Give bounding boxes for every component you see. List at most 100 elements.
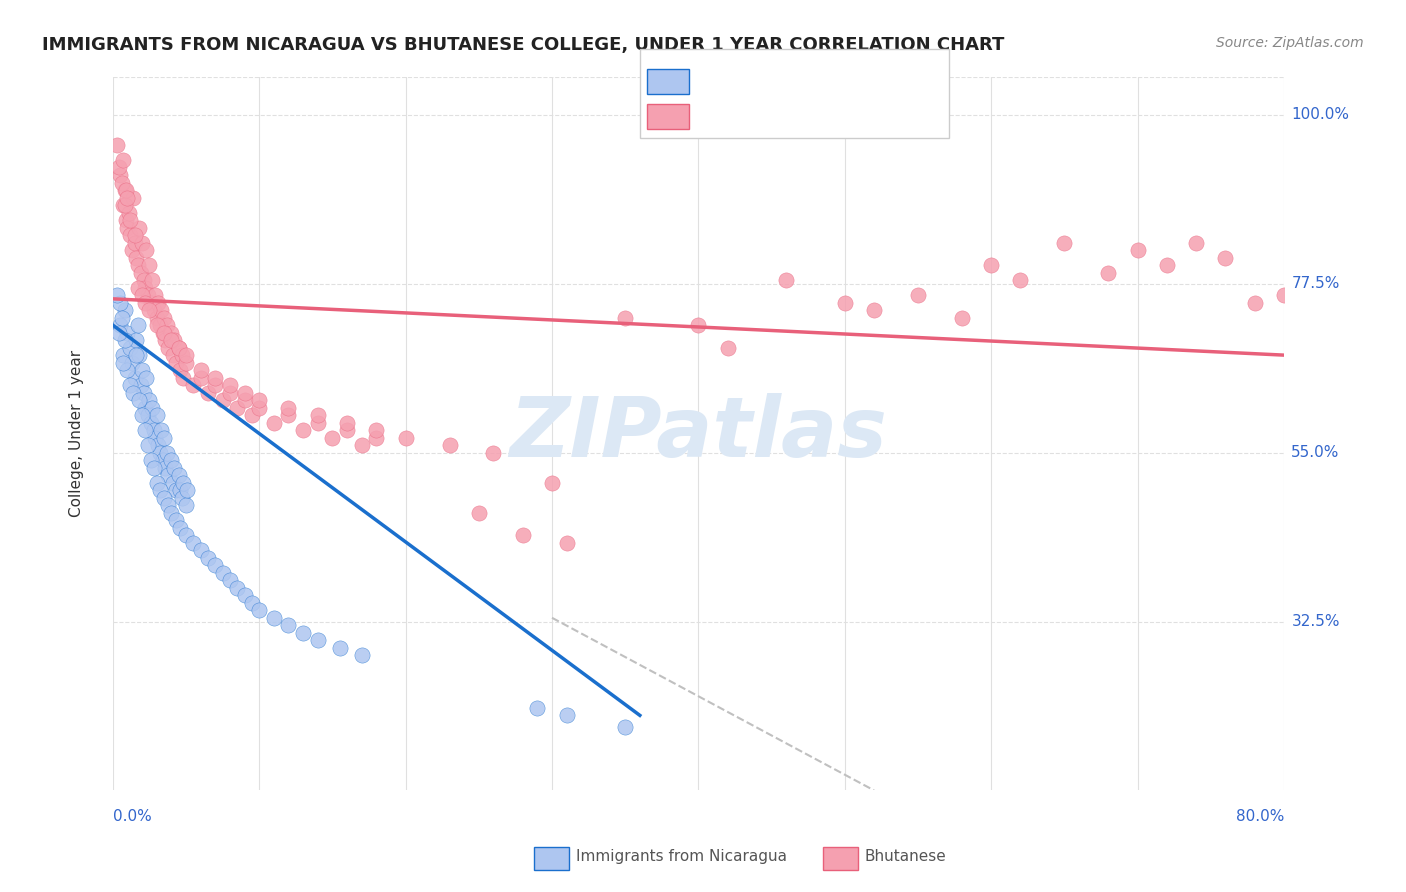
Point (907, 288, 929, 302)
Point (120, 213, 142, 227)
Point (1272, 288, 1295, 302)
Point (277, 408, 299, 422)
Point (136, 288, 159, 302)
Text: College, Under 1 year: College, Under 1 year (69, 351, 84, 517)
Point (120, 378, 142, 392)
Point (149, 318, 172, 332)
Point (775, 273, 797, 287)
Point (128, 393, 150, 408)
Point (950, 310, 973, 325)
Point (468, 506, 491, 520)
Point (139, 295, 162, 310)
Text: R =: R = (696, 105, 733, 123)
Point (115, 183, 138, 197)
Point (105, 138, 128, 153)
Point (157, 341, 180, 355)
Point (142, 423, 165, 437)
Point (247, 603, 270, 617)
Point (336, 416, 359, 430)
Point (124, 235, 146, 250)
Text: 77.5%: 77.5% (1291, 277, 1340, 292)
Point (142, 303, 165, 318)
Point (115, 213, 138, 227)
Point (150, 303, 173, 318)
Point (555, 708, 578, 723)
Point (233, 385, 256, 400)
Text: Bhutanese: Bhutanese (865, 849, 946, 863)
Point (145, 318, 167, 332)
Point (148, 295, 170, 310)
Point (167, 341, 190, 355)
Point (190, 363, 212, 377)
Point (1053, 235, 1076, 250)
Point (138, 258, 160, 272)
Text: 55.0%: 55.0% (1291, 445, 1340, 460)
Text: Immigrants from Nicaragua: Immigrants from Nicaragua (576, 849, 787, 863)
Point (439, 438, 461, 452)
Point (121, 356, 143, 370)
Point (307, 416, 329, 430)
Point (247, 401, 270, 415)
Point (117, 326, 139, 340)
Point (366, 431, 388, 445)
Point (190, 370, 212, 384)
Point (240, 596, 263, 610)
Point (263, 416, 285, 430)
Point (160, 506, 183, 520)
Point (160, 453, 183, 467)
Point (112, 198, 135, 212)
Point (142, 460, 165, 475)
Point (121, 243, 143, 257)
Point (307, 633, 329, 648)
Point (1097, 266, 1119, 280)
Point (118, 205, 141, 219)
Point (114, 183, 136, 197)
Point (110, 176, 132, 190)
Point (614, 720, 637, 734)
Point (165, 356, 187, 370)
Point (226, 581, 249, 595)
Point (108, 168, 131, 182)
Text: 80.0%: 80.0% (1236, 809, 1284, 824)
Point (169, 363, 191, 377)
Point (160, 326, 183, 340)
Point (134, 295, 156, 310)
Point (134, 423, 156, 437)
Point (112, 356, 135, 370)
Point (135, 243, 157, 257)
Point (141, 273, 163, 287)
Text: N =: N = (799, 105, 846, 123)
Point (1215, 251, 1237, 265)
Point (132, 385, 155, 400)
Point (688, 318, 710, 332)
Point (114, 333, 136, 347)
Point (160, 333, 183, 347)
Text: Source: ZipAtlas.com: Source: ZipAtlas.com (1216, 36, 1364, 50)
Point (122, 385, 145, 400)
Point (233, 393, 256, 408)
Point (139, 453, 162, 467)
Point (157, 498, 180, 512)
Point (134, 401, 156, 415)
Point (211, 566, 233, 580)
Point (138, 393, 160, 408)
Point (141, 401, 163, 415)
Point (149, 445, 172, 459)
Text: -0.091: -0.091 (727, 105, 786, 123)
Point (152, 453, 174, 467)
Point (117, 363, 139, 377)
Point (107, 161, 129, 175)
Point (153, 310, 176, 325)
Point (366, 423, 388, 437)
Point (181, 378, 204, 392)
Point (165, 483, 187, 498)
Point (156, 318, 179, 332)
Point (204, 378, 226, 392)
Point (117, 220, 139, 235)
Point (125, 333, 148, 347)
Point (541, 475, 564, 490)
Point (153, 431, 176, 445)
Point (204, 558, 226, 573)
Point (174, 498, 197, 512)
Point (124, 228, 146, 243)
